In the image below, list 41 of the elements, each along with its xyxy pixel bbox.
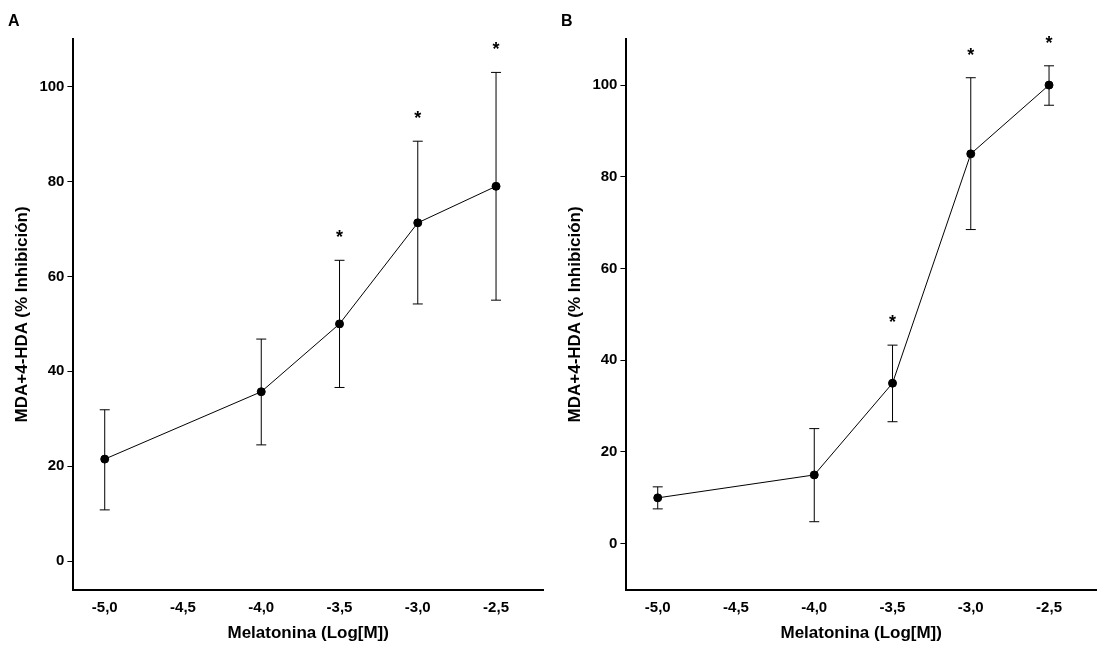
- annotation: *: [492, 39, 500, 60]
- x-tick-label: -3,0: [957, 597, 984, 615]
- x-tick-label: -3,5: [326, 597, 353, 615]
- point: [100, 454, 110, 464]
- y-tick-label: 60: [600, 258, 618, 276]
- y-tick-label: 100: [39, 76, 65, 94]
- point: [256, 387, 266, 397]
- y-tick-label: 100: [592, 75, 618, 93]
- y-tick-label: 20: [47, 456, 65, 474]
- annotation: *: [889, 312, 897, 333]
- chart-title: A: [8, 12, 20, 30]
- y-axis-title: MDA+4-HDA (% Inhibición): [564, 206, 584, 423]
- annotation: *: [414, 108, 422, 129]
- x-tick-label: -3,5: [879, 597, 906, 615]
- x-tick-label: -4,0: [248, 597, 275, 615]
- y-tick-label: 80: [600, 166, 618, 184]
- point: [809, 470, 819, 480]
- x-axis-title: Melatonina (Log[M]): [227, 623, 389, 643]
- x-axis-title: Melatonina (Log[M]): [780, 623, 942, 643]
- annotation: *: [336, 227, 344, 248]
- x-tick-label: -5,0: [91, 597, 118, 615]
- x-tick-label: -4,0: [801, 597, 828, 615]
- x-tick-label: -4,5: [723, 597, 749, 615]
- y-tick-label: 80: [47, 171, 65, 189]
- x-tick-label: -2,5: [483, 597, 509, 615]
- x-tick-label: -3,0: [404, 597, 431, 615]
- x-tick-label: -2,5: [1036, 597, 1062, 615]
- y-tick-label: 0: [56, 551, 65, 569]
- x-tick-label: -5,0: [644, 597, 671, 615]
- y-tick-label: 20: [600, 442, 618, 460]
- y-axis-title: MDA+4-HDA (% Inhibición): [11, 206, 31, 423]
- chart-title: B: [561, 12, 573, 30]
- annotation: *: [967, 44, 975, 65]
- point: [966, 149, 976, 159]
- annotation: *: [1045, 32, 1053, 53]
- y-tick-label: 0: [609, 533, 618, 551]
- x-tick-label: -4,5: [170, 597, 196, 615]
- y-tick-label: 40: [600, 350, 618, 368]
- point: [413, 218, 423, 228]
- y-tick-label: 60: [47, 266, 65, 284]
- y-tick-label: 40: [47, 361, 65, 379]
